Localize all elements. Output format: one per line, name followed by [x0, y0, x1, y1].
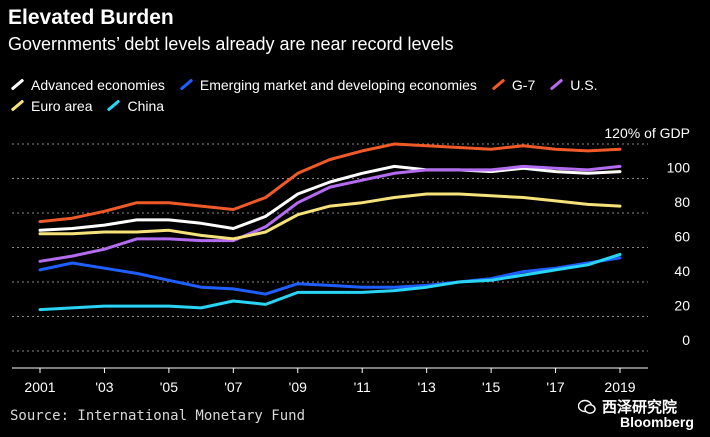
legend-item-china: China [106, 98, 164, 114]
legend-label-advanced: Advanced economies [31, 76, 165, 93]
series-line-euro [38, 192, 622, 241]
series-line-china [38, 252, 622, 312]
legend-label-us: U.S. [570, 76, 598, 93]
y-tick-label-120: 120% of GDP [604, 125, 690, 141]
x-tick-label-2013: '13 [418, 379, 436, 395]
legend: Advanced economies Emerging market and d… [10, 74, 670, 116]
y-tick-label-20: 20 [674, 298, 690, 314]
legend-item-advanced: Advanced economies [10, 77, 165, 93]
x-tick-label-2019: 2019 [604, 379, 635, 395]
x-tick-label-2007: '07 [224, 379, 242, 395]
legend-label-g7: G-7 [511, 76, 536, 93]
legend-item-emerging: Emerging market and developing economies [179, 77, 477, 93]
x-tick-label-2015: '15 [482, 379, 500, 395]
legend-label-emerging: Emerging market and developing economies [199, 76, 477, 93]
y-tick-label-0: 0 [682, 332, 690, 348]
wechat-icon [578, 399, 596, 414]
legend-item-us: U.S. [549, 76, 598, 93]
x-tick-label-2017: '17 [546, 379, 564, 395]
x-tick-label-2009: '09 [289, 379, 307, 395]
y-tick-label-60: 60 [674, 229, 690, 245]
x-tick-label-2005: '05 [160, 379, 178, 395]
bloomberg-brand: Bloomberg [620, 414, 694, 430]
y-tick-label-80: 80 [674, 194, 690, 210]
legend-label-euro: Euro area [31, 97, 93, 114]
x-tick-label-2001: 2001 [24, 379, 55, 395]
watermark: 西泽研究院 [578, 396, 677, 417]
x-tick-label-2011: '11 [354, 379, 371, 395]
series-line-emerging [38, 256, 622, 296]
x-tick-label-2003: '03 [95, 379, 113, 395]
chart-title: Elevated Burden [8, 6, 174, 29]
legend-item-euro: Euro area [10, 98, 92, 114]
chart-subtitle: Governments’ debt levels already are nea… [8, 34, 454, 54]
y-tick-label-40: 40 [674, 263, 690, 279]
series-line-g7 [38, 142, 622, 224]
series-line-advanced [38, 164, 622, 232]
y-tick-label-100: 100 [667, 160, 691, 176]
legend-row-2: Euro area China [10, 95, 670, 116]
legend-label-china: China [127, 97, 165, 114]
source-note: Source: International Monetary Fund [10, 408, 306, 424]
watermark-text: 西泽研究院 [602, 398, 678, 416]
series-line-us [38, 164, 622, 263]
legend-row-1: Advanced economies Emerging market and d… [10, 74, 670, 95]
legend-item-g7: G-7 [491, 77, 535, 93]
